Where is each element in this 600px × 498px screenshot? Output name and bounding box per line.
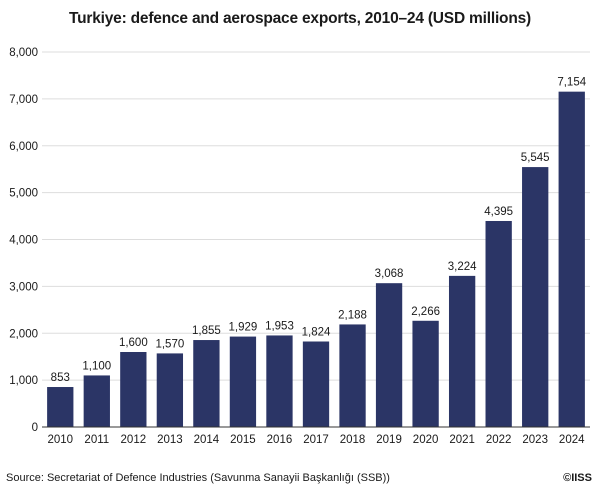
y-tick-label: 2,000	[9, 328, 38, 340]
bar-2017	[302, 341, 330, 427]
x-tick-label-2020: 2020	[413, 434, 439, 446]
source-note: Source: Secretariat of Defence Industrie…	[6, 472, 390, 484]
value-label-2017: 1,824	[302, 327, 331, 339]
y-tick-label: 7,000	[9, 94, 38, 106]
y-tick-label: 8,000	[9, 47, 38, 59]
bar-2020	[412, 320, 439, 427]
value-label-2016: 1,953	[265, 320, 294, 332]
bar-2024	[558, 91, 585, 427]
x-tick-label-2021: 2021	[449, 434, 475, 446]
bar-2013	[156, 353, 184, 427]
x-tick-label-2013: 2013	[157, 434, 183, 446]
x-tick-label-2014: 2014	[194, 434, 220, 446]
x-tick-label-2010: 2010	[47, 434, 73, 446]
value-label-2012: 1,600	[119, 337, 148, 349]
value-label-2019: 3,068	[375, 268, 404, 280]
bar-2014	[193, 340, 220, 427]
value-label-2015: 1,929	[229, 322, 258, 334]
copyright-note: ©IISS	[563, 472, 592, 484]
y-axis-ticks: 0 1,000 2,000 3,000 4,000 5,000 6,000 7,000 8,00…	[9, 47, 38, 434]
y-tick-label: 1,000	[9, 375, 38, 387]
y-tick-label: 0	[32, 422, 38, 434]
bar-2011	[83, 375, 110, 427]
bar-2019	[375, 283, 403, 427]
x-tick-label-2016: 2016	[267, 434, 293, 446]
x-tick-label-2019: 2019	[376, 434, 402, 446]
value-label-2018: 2,188	[338, 309, 367, 321]
x-tick-label-2012: 2012	[121, 434, 147, 446]
y-tick-label: 5,000	[9, 188, 38, 200]
bar-2021	[448, 275, 476, 427]
value-label-2021: 3,224	[448, 261, 477, 273]
value-label-2013: 1,570	[155, 338, 184, 350]
bar-2016	[266, 335, 293, 427]
x-tick-label-2023: 2023	[522, 434, 548, 446]
bar-2023	[522, 167, 549, 427]
x-tick-label-2015: 2015	[230, 434, 256, 446]
value-label-2014: 1,855	[192, 325, 221, 337]
bar-2018	[339, 324, 366, 427]
value-label-2023: 5,545	[521, 152, 550, 164]
bars	[47, 91, 585, 427]
x-tick-label-2018: 2018	[340, 434, 366, 446]
value-label-2010: 853	[51, 372, 70, 384]
x-axis-ticks: 2010 2011 2012 2013 2014 2015 2016 2017 2018 2019…	[47, 434, 585, 446]
bar-2015	[229, 336, 257, 427]
x-tick-label-2024: 2024	[559, 434, 585, 446]
value-label-2020: 2,266	[411, 306, 440, 318]
x-tick-label-2011: 2011	[84, 434, 109, 446]
value-label-2022: 4,395	[484, 206, 513, 218]
x-tick-label-2022: 2022	[486, 434, 512, 446]
chart-title: Turkiye: defence and aerospace exports, …	[69, 10, 531, 27]
y-tick-label: 6,000	[9, 141, 38, 153]
value-label-2011: 1,100	[82, 360, 111, 372]
y-tick-label: 3,000	[9, 281, 38, 293]
y-tick-label: 4,000	[9, 235, 38, 247]
value-label-2024: 7,154	[557, 77, 586, 89]
value-labels: 853 1,100 1,600 1,570 1,855 1,929 1,953 1,824 2,…	[51, 77, 587, 384]
bar-2010	[47, 387, 74, 427]
bar-2022	[485, 220, 512, 427]
x-tick-label-2017: 2017	[303, 434, 329, 446]
bar-2012	[120, 352, 147, 427]
